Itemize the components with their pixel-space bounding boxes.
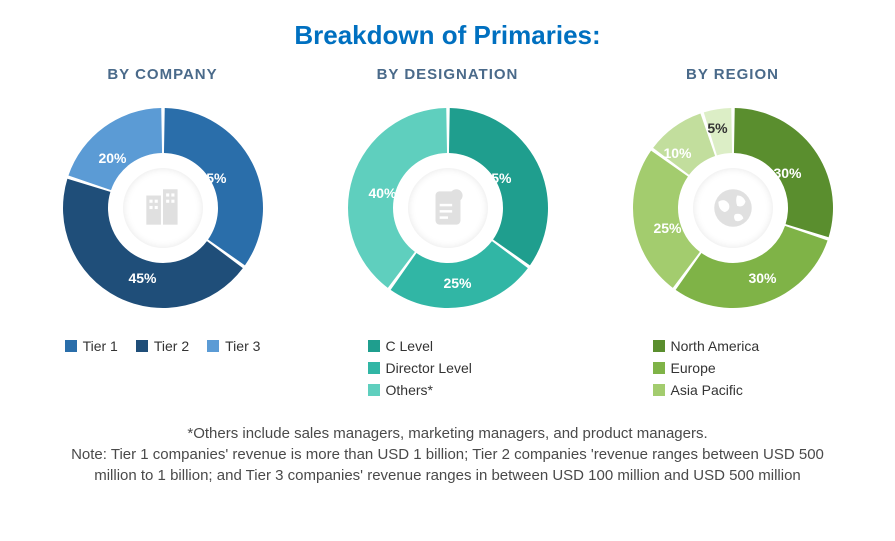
legend-item: Europe [653, 360, 716, 376]
legend-swatch [653, 384, 665, 396]
legend-swatch [368, 340, 380, 352]
donut-chart: 35% 25% 40% [338, 98, 558, 318]
slice-label: 25% [653, 220, 681, 236]
donut-chart: 35% 45% 20% [53, 98, 273, 318]
chart-title: BY DESIGNATION [308, 66, 588, 83]
chart-col-2: BY REGION 30% 30% 25% 10% 5% North America Euro… [593, 66, 873, 398]
slice-label: 25% [443, 275, 471, 291]
globe-icon [693, 168, 773, 248]
legend: North America Europe Asia Pacific [653, 338, 873, 398]
slice-label: 20% [98, 150, 126, 166]
legend-swatch [65, 340, 77, 352]
legend-swatch [207, 340, 219, 352]
legend-label: C Level [386, 338, 433, 354]
legend-item: C Level [368, 338, 433, 354]
footnote: *Others include sales managers, marketin… [20, 423, 875, 486]
charts-row: BY COMPANY35%45%20%Tier 1Tier 2Tier 3BY … [20, 66, 875, 398]
legend-swatch [368, 362, 380, 374]
chart-title: BY COMPANY [23, 66, 303, 83]
legend-item: North America [653, 338, 760, 354]
legend-label: Others* [386, 382, 433, 398]
legend-label: Tier 3 [225, 338, 260, 354]
legend-item: Tier 2 [136, 338, 189, 354]
chart-col-1: BY DESIGNATION 35% 25% 40% C Level Director L… [308, 66, 588, 398]
slice-label: 30% [748, 270, 776, 286]
legend-swatch [368, 384, 380, 396]
buildings-icon [123, 168, 203, 248]
slice-label: 35% [483, 170, 511, 186]
slice-label: 10% [663, 145, 691, 161]
legend-label: Director Level [386, 360, 472, 376]
legend-label: Europe [671, 360, 716, 376]
legend-item: Others* [368, 382, 433, 398]
legend: C Level Director Level Others* [368, 338, 588, 398]
legend-item: Director Level [368, 360, 472, 376]
legend-label: Tier 1 [83, 338, 118, 354]
main-title: Breakdown of Primaries: [20, 20, 875, 51]
legend-swatch [653, 340, 665, 352]
slice-label: 40% [368, 185, 396, 201]
legend: Tier 1 Tier 2 Tier 3 [23, 338, 303, 354]
legend-swatch [136, 340, 148, 352]
legend-item: Tier 1 [65, 338, 118, 354]
legend-swatch [653, 362, 665, 374]
legend-item: Tier 3 [207, 338, 260, 354]
donut-chart: 30% 30% 25% 10% 5% [623, 98, 843, 318]
slice-label: 30% [773, 165, 801, 181]
chart-title: BY REGION [593, 66, 873, 83]
clipboard-icon [408, 168, 488, 248]
legend-item: Asia Pacific [653, 382, 743, 398]
slice-label: 5% [707, 120, 727, 136]
legend-label: Asia Pacific [671, 382, 743, 398]
slice-label: 45% [128, 270, 156, 286]
legend-label: North America [671, 338, 760, 354]
legend-label: Tier 2 [154, 338, 189, 354]
slice-label: 35% [198, 170, 226, 186]
chart-col-0: BY COMPANY 35% 45% 20% Tier 1 Tier 2 Tier 3 [23, 66, 303, 398]
